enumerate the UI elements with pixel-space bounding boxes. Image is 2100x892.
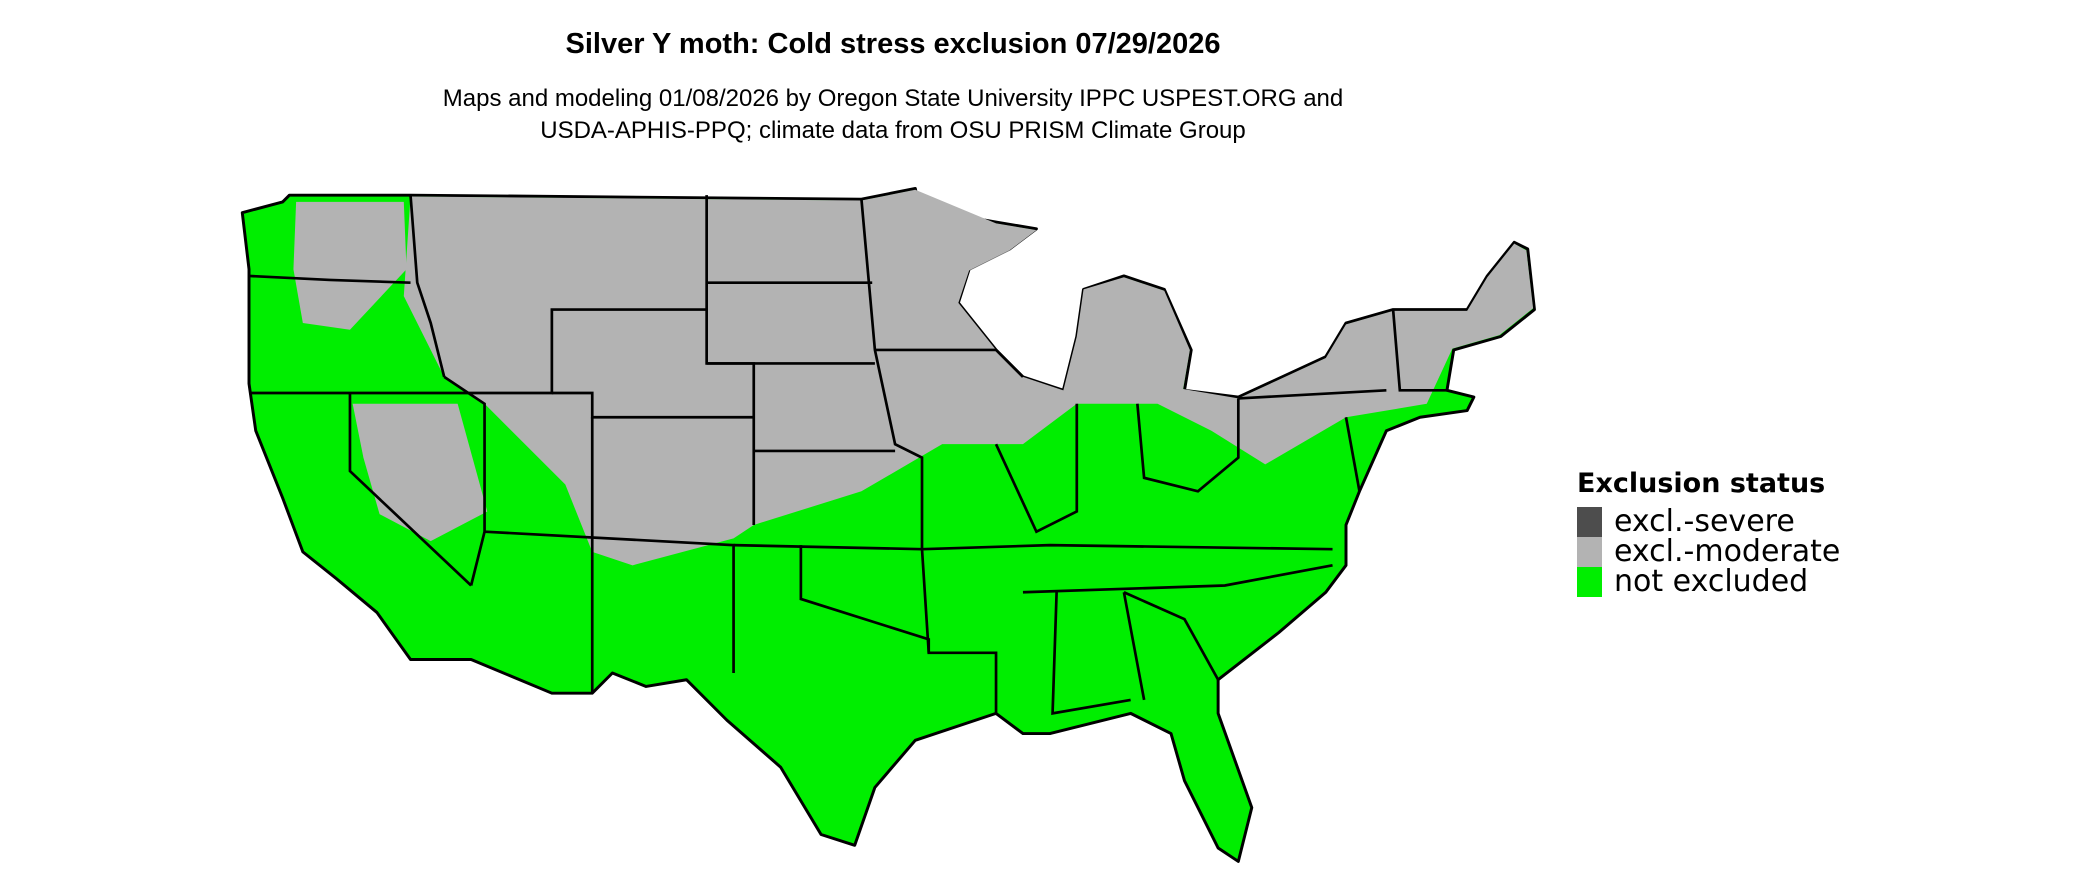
subtitle-line-2: USDA-APHIS-PPQ; climate data from OSU PR… — [540, 117, 1246, 144]
legend-label: excl.-moderate — [1614, 534, 1841, 569]
legend-item-not-excluded: not excluded — [1577, 567, 1840, 597]
legend-swatch-severe — [1577, 507, 1602, 537]
excluded-moderate-region-north — [403, 189, 1534, 566]
legend-label: excl.-severe — [1614, 504, 1795, 539]
subtitle-line-1: Maps and modeling 01/08/2026 by Oregon S… — [442, 85, 1344, 112]
legend-swatch-moderate — [1577, 537, 1602, 567]
legend-swatch-not-excluded — [1577, 567, 1602, 597]
excluded-moderate-region-northwest — [293, 201, 407, 330]
legend-item-severe: excl.-severe — [1577, 507, 1840, 537]
map-title: Silver Y moth: Cold stress exclusion 07/… — [565, 28, 1221, 60]
legend-label: not excluded — [1614, 564, 1809, 599]
state-borders — [248, 195, 1447, 715]
legend: Exclusion status excl.-severe excl.-mode… — [1577, 468, 1840, 597]
legend-title: Exclusion status — [1577, 468, 1826, 499]
legend-item-moderate: excl.-moderate — [1577, 537, 1840, 567]
